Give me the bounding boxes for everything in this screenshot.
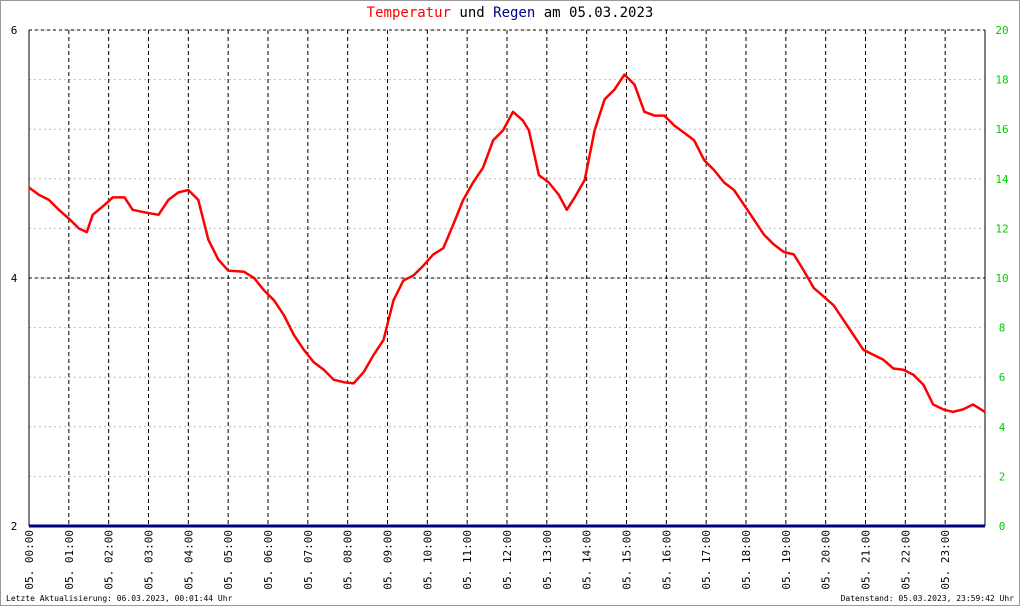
x-tick-label: 05. 16:00 [660,530,673,590]
x-tick-label: 05. 01:00 [63,530,76,590]
title-part: Regen [493,5,535,21]
y2-tick-label: 2 [999,470,1006,483]
title-part: und [459,5,484,21]
x-tick-label: 05. 11:00 [461,530,474,590]
footer-right: Datenstand: 05.03.2023, 23:59:42 Uhr [841,594,1015,603]
x-tick-label: 05. 23:00 [939,530,952,590]
y2-tick-label: 8 [999,322,1006,335]
y2-tick-label: 12 [995,222,1008,235]
y2-tick-label: 6 [999,371,1006,384]
y2-tick-label: 16 [995,123,1008,136]
x-tick-label: 05. 06:00 [262,530,275,590]
x-tick-label: 05. 09:00 [382,530,395,590]
y2-tick-label: 4 [999,421,1006,434]
title-part: Temperatur [367,5,451,21]
x-tick-label: 05. 12:00 [501,530,514,590]
x-tick-label: 05. 03:00 [143,530,156,590]
y2-tick-label: 0 [999,520,1006,533]
y-tick-label: 4 [11,272,18,285]
chart-title: Temperatur und Regen am 05.03.2023 [367,5,654,21]
y2-tick-label: 10 [995,272,1008,285]
y2-tick-label: 18 [995,74,1008,87]
x-tick-label: 05. 04:00 [182,530,195,590]
x-tick-label: 05. 05:00 [222,530,235,590]
x-tick-label: 05. 19:00 [780,530,793,590]
x-tick-label: 05. 00:00 [23,530,36,590]
x-tick-label: 05. 17:00 [700,530,713,590]
x-tick-label: 05. 15:00 [621,530,634,590]
x-tick-label: 05. 02:00 [103,530,116,590]
x-tick-label: 05. 20:00 [820,530,833,590]
title-part: am 05.03.2023 [544,5,654,21]
x-tick-label: 05. 07:00 [302,530,315,590]
x-tick-label: 05. 14:00 [581,530,594,590]
x-tick-label: 05. 21:00 [860,530,873,590]
y2-tick-label: 20 [995,24,1008,37]
series-line [28,73,986,414]
footer-left: Letzte Aktualisierung: 06.03.2023, 00:01… [6,594,233,603]
x-tick-label: 05. 13:00 [541,530,554,590]
x-tick-label: 05. 10:00 [421,530,434,590]
x-tick-label: 05. 18:00 [740,530,753,590]
x-tick-label: 05. 22:00 [899,530,912,590]
y2-tick-label: 14 [995,173,1009,186]
y-tick-label: 2 [11,520,18,533]
x-tick-label: 05. 08:00 [342,530,355,590]
y-tick-label: 6 [11,24,18,37]
